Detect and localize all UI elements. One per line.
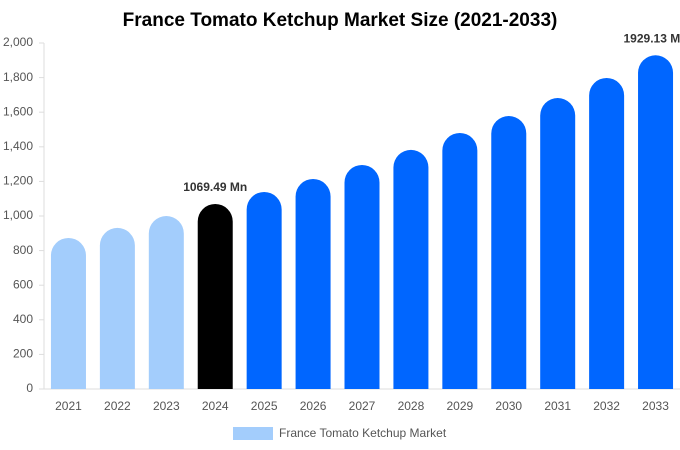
y-tick-label: 800 [13, 243, 33, 257]
x-tick-label: 2030 [495, 399, 522, 413]
y-tick-label: 0 [26, 381, 33, 395]
x-tick-label: 2023 [153, 399, 180, 413]
x-tick-label: 2029 [446, 399, 473, 413]
value-label: 1069.49 Mn [183, 180, 247, 194]
legend-swatch [233, 427, 273, 440]
bar [540, 98, 576, 389]
x-tick-label: 2031 [544, 399, 571, 413]
y-tick-label: 1,400 [3, 139, 33, 153]
bar [295, 178, 331, 389]
y-tick-label: 1,000 [3, 208, 33, 222]
chart-title: France Tomato Ketchup Market Size (2021-… [123, 10, 558, 31]
value-label: 1929.13 Mn [624, 31, 680, 45]
x-tick-label: 2021 [55, 399, 82, 413]
bar [393, 149, 429, 389]
x-tick-label: 2025 [251, 399, 278, 413]
bar [148, 216, 184, 389]
bar [344, 164, 380, 389]
bar [491, 116, 527, 389]
y-tick-label: 2,000 [3, 35, 33, 49]
x-tick-label: 2026 [300, 399, 327, 413]
bar [197, 203, 233, 389]
bar [50, 237, 86, 389]
bar [442, 132, 478, 389]
x-tick-label: 2032 [593, 399, 620, 413]
x-tick-label: 2022 [104, 399, 131, 413]
x-tick-label: 2028 [398, 399, 425, 413]
y-tick-label: 1,600 [3, 104, 33, 118]
x-tick-label: 2024 [202, 399, 229, 413]
legend-label: France Tomato Ketchup Market [279, 426, 447, 440]
y-tick-label: 1,200 [3, 174, 33, 188]
bar [246, 191, 282, 389]
bar [638, 55, 674, 390]
x-tick-label: 2027 [349, 399, 376, 413]
bar [99, 227, 135, 389]
x-tick-label: 2033 [642, 399, 669, 413]
bar [589, 77, 625, 390]
y-tick-label: 200 [13, 347, 33, 361]
y-tick-label: 400 [13, 312, 33, 326]
y-tick-label: 1,800 [3, 70, 33, 84]
y-tick-label: 600 [13, 277, 33, 291]
